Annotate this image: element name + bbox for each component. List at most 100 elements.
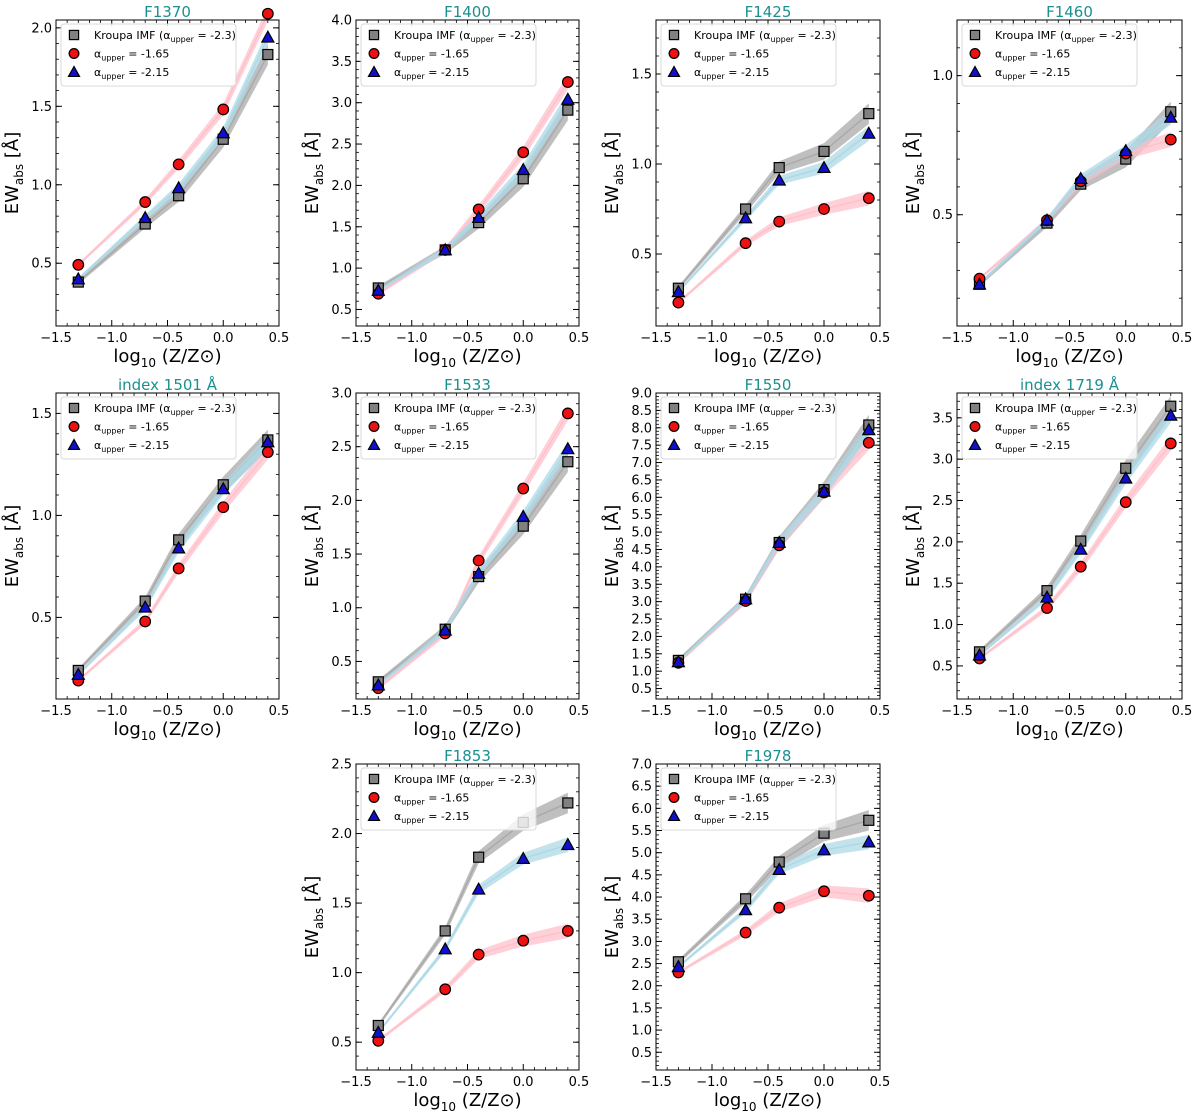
data-point-a165 bbox=[517, 934, 530, 947]
series-line-a165 bbox=[677, 197, 869, 304]
data-point-a215 bbox=[772, 862, 787, 875]
legend-marker-a165 bbox=[368, 792, 380, 803]
legend-marker-kroupa bbox=[668, 29, 680, 41]
data-point-kroupa bbox=[517, 520, 529, 532]
data-point-a215 bbox=[1118, 470, 1133, 484]
data-point-a165 bbox=[172, 158, 185, 171]
x-tick-label: 0.0 bbox=[513, 331, 534, 346]
legend: Kroupa IMF (αupper = -2.3) αupper = -1.65… bbox=[660, 396, 837, 460]
data-point-a165 bbox=[261, 446, 274, 459]
legend-label: Kroupa IMF (αupper = -2.3) bbox=[94, 402, 236, 417]
data-point-kroupa bbox=[863, 107, 875, 120]
x-axis-label: log10 (Z/Z⊙) bbox=[714, 719, 822, 743]
x-tick-label: 0.5 bbox=[870, 704, 891, 719]
y-tick-label: 2.0 bbox=[331, 827, 352, 842]
data-point-a165 bbox=[139, 615, 152, 628]
data-point-a165 bbox=[561, 925, 574, 937]
data-point-kroupa bbox=[773, 162, 785, 174]
x-tick-label: −1.5 bbox=[40, 704, 72, 719]
data-point-a165 bbox=[72, 258, 85, 271]
x-tick-label: −1.5 bbox=[340, 704, 372, 719]
x-tick-label: −0.5 bbox=[452, 331, 484, 346]
x-tick-label: 0.5 bbox=[569, 1075, 590, 1090]
x-tick-label: 0.5 bbox=[870, 1075, 891, 1090]
series-line-a215 bbox=[377, 448, 569, 686]
data-point-a215 bbox=[438, 941, 453, 955]
legend-marker-a165 bbox=[368, 421, 380, 432]
x-tick-label: 0.5 bbox=[569, 704, 590, 719]
y-tick-label: 0.5 bbox=[331, 1036, 352, 1051]
data-point-a215 bbox=[972, 277, 987, 290]
data-point-a165 bbox=[773, 215, 786, 228]
legend: Kroupa IMF (αupper = -2.3) αupper = -1.65… bbox=[60, 396, 237, 460]
x-tick-label: 0.5 bbox=[269, 704, 290, 719]
legend-box bbox=[360, 396, 537, 460]
x-tick-label: −1.0 bbox=[96, 704, 128, 719]
data-point-a165 bbox=[472, 948, 485, 961]
x-tick-label: −1.5 bbox=[340, 1075, 372, 1090]
y-tick-label: 7.0 bbox=[631, 758, 652, 773]
legend-marker-kroupa bbox=[68, 29, 80, 41]
data-point-a165 bbox=[217, 103, 230, 116]
data-point-a215 bbox=[438, 623, 453, 636]
x-tick-label: 0.0 bbox=[1115, 704, 1136, 719]
legend-marker-a215 bbox=[667, 438, 681, 451]
legend-marker-kroupa bbox=[969, 29, 981, 41]
y-tick-label: 5.5 bbox=[631, 508, 652, 523]
y-tick-label: 1.5 bbox=[31, 100, 52, 115]
series-band-a215 bbox=[678, 834, 869, 969]
y-tick-label: 2.0 bbox=[331, 179, 352, 194]
x-tick-label: 0.0 bbox=[814, 1075, 835, 1090]
y-tick-label: 3.5 bbox=[331, 55, 352, 70]
legend-label: αupper = -1.65 bbox=[394, 421, 469, 436]
data-point-a215 bbox=[138, 599, 153, 613]
legend-marker-kroupa bbox=[668, 773, 680, 785]
data-point-a215 bbox=[371, 283, 386, 296]
x-tick-label: −0.5 bbox=[152, 704, 184, 719]
data-point-a165 bbox=[1164, 437, 1177, 450]
data-point-a165 bbox=[172, 562, 185, 575]
y-tick-label: 3.5 bbox=[631, 578, 652, 593]
x-axis-label: log10 (Z/Z⊙) bbox=[413, 346, 521, 370]
x-tick-label: 0.0 bbox=[213, 331, 234, 346]
legend-label: Kroupa IMF (αupper = -2.3) bbox=[694, 29, 836, 44]
legend-label: αupper = -2.15 bbox=[694, 810, 769, 825]
y-tick-label: 1.0 bbox=[331, 601, 352, 616]
panel-title: F1370 bbox=[144, 3, 191, 21]
x-tick-label: −1.0 bbox=[396, 331, 428, 346]
y-tick-label: 2.5 bbox=[331, 758, 352, 773]
data-point-a215 bbox=[1118, 143, 1133, 157]
legend-marker-a165 bbox=[68, 48, 80, 59]
y-axis-label: EWabs [Å] bbox=[301, 505, 326, 588]
legend-label: αupper = -1.65 bbox=[995, 48, 1070, 63]
x-tick-label: −0.5 bbox=[752, 704, 784, 719]
data-point-a215 bbox=[671, 959, 686, 973]
y-tick-label: 6.5 bbox=[631, 780, 652, 795]
x-tick-label: 0.0 bbox=[513, 704, 534, 719]
legend-marker-a215 bbox=[968, 65, 982, 78]
data-point-a165 bbox=[517, 146, 530, 159]
data-point-kroupa bbox=[262, 48, 274, 61]
y-axis-label: EWabs [Å] bbox=[601, 132, 626, 215]
x-axis-label: log10 (Z/Z⊙) bbox=[113, 719, 221, 743]
chart-panel-4: F1460 −1.5 −1.0 −0.5 0.0 0.5 0.5 1.0 log10 (Z/Z⊙… bbox=[902, 3, 1192, 370]
data-point-a215 bbox=[772, 172, 787, 186]
panel-title: F1978 bbox=[745, 747, 792, 765]
series-line-a165 bbox=[678, 890, 869, 974]
y-tick-label: 4.0 bbox=[631, 891, 652, 906]
data-point-a215 bbox=[471, 881, 486, 895]
legend-label: αupper = -1.65 bbox=[694, 792, 769, 807]
legend-label: Kroupa IMF (αupper = -2.3) bbox=[394, 402, 536, 417]
legend-label: αupper = -2.15 bbox=[995, 439, 1070, 454]
y-tick-label: 2.0 bbox=[631, 630, 652, 645]
panel-title: index 1501 Å bbox=[118, 375, 218, 394]
y-tick-label: 0.5 bbox=[631, 1046, 652, 1061]
legend-marker-a165 bbox=[969, 48, 981, 59]
legend-box bbox=[961, 23, 1138, 87]
series-band-a215 bbox=[378, 837, 568, 1034]
legend: Kroupa IMF (αupper = -2.3) αupper = -1.65… bbox=[360, 767, 537, 831]
y-tick-label: 1.0 bbox=[31, 178, 52, 193]
y-tick-label: 1.0 bbox=[331, 966, 352, 981]
y-tick-label: 5.0 bbox=[631, 526, 652, 541]
x-tick-label: −1.5 bbox=[640, 1075, 672, 1090]
